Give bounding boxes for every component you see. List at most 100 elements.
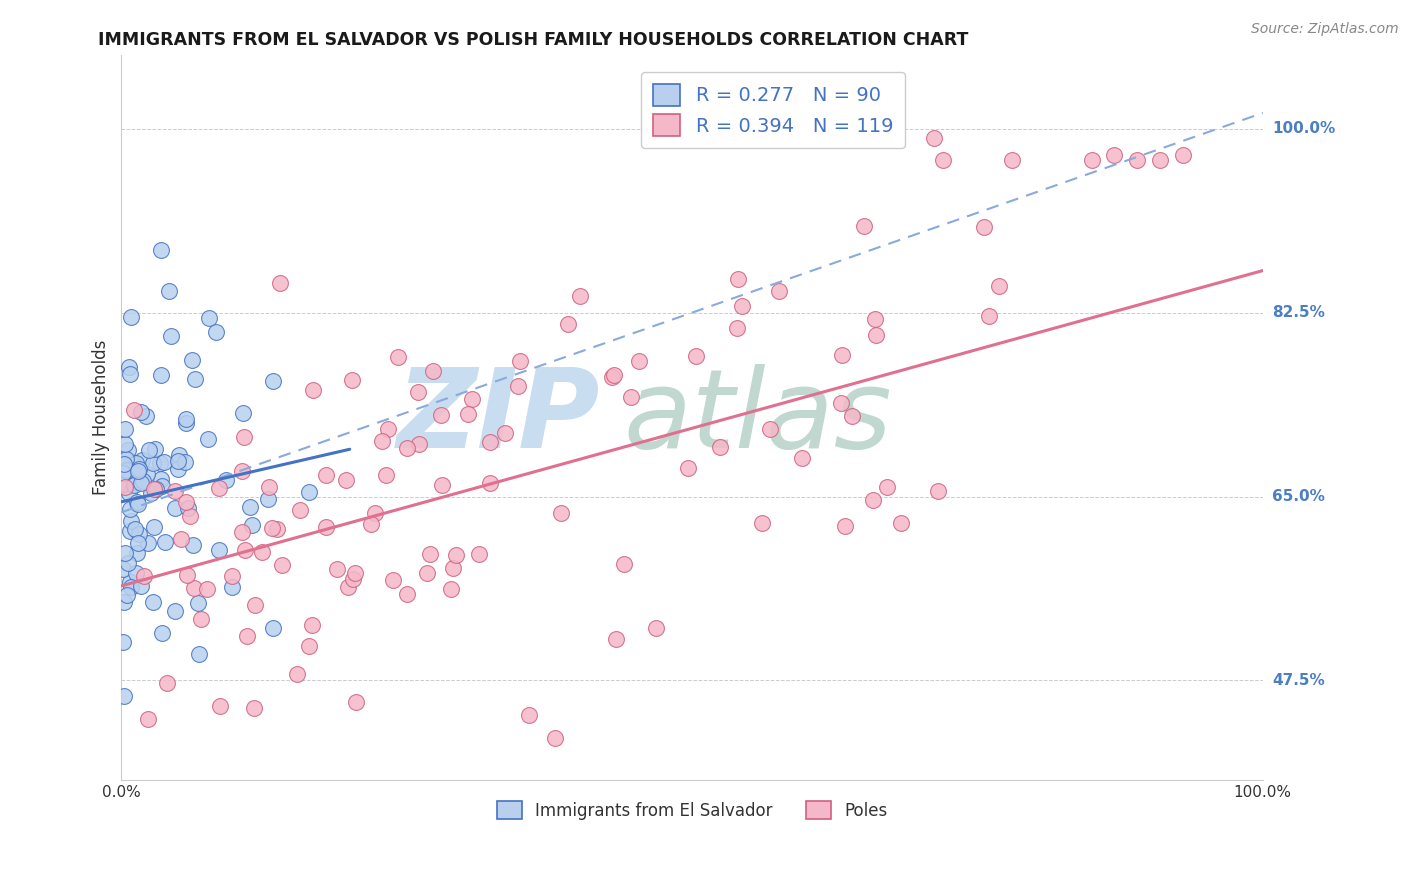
Point — [197, 310, 219, 325]
Point — [115, 451, 138, 466]
Point — [118, 501, 141, 516]
Point — [302, 383, 325, 397]
Point — [344, 695, 367, 709]
Point — [988, 278, 1011, 293]
Point — [922, 131, 945, 145]
Point — [122, 402, 145, 417]
Point — [157, 284, 180, 298]
Point — [271, 558, 294, 573]
Point — [195, 582, 218, 596]
Point — [430, 478, 453, 492]
Point — [360, 516, 382, 531]
Point — [132, 474, 155, 488]
Point — [396, 586, 419, 600]
Point — [509, 873, 531, 888]
Point — [374, 468, 396, 483]
Text: 82.5%: 82.5% — [1272, 305, 1324, 320]
Point — [709, 440, 731, 454]
Point — [150, 472, 173, 486]
Point — [127, 497, 149, 511]
Point — [260, 521, 283, 535]
Point — [112, 562, 135, 576]
Point — [124, 522, 146, 536]
Point — [298, 639, 321, 653]
Point — [118, 359, 141, 374]
Point — [135, 467, 157, 482]
Point — [180, 352, 202, 367]
Point — [233, 430, 256, 444]
Point — [221, 580, 243, 594]
Point — [973, 220, 995, 235]
Point — [444, 548, 467, 562]
Point — [167, 453, 190, 467]
Point — [150, 478, 173, 492]
Point — [120, 367, 142, 381]
Point — [114, 422, 136, 436]
Point — [1126, 153, 1149, 168]
Point — [240, 517, 263, 532]
Point — [550, 507, 572, 521]
Point — [288, 503, 311, 517]
Point — [862, 493, 884, 508]
Point — [544, 731, 567, 746]
Point — [149, 368, 172, 383]
Point — [163, 604, 186, 618]
Point — [187, 596, 209, 610]
Point — [131, 453, 153, 467]
Text: IMMIGRANTS FROM EL SALVADOR VS POLISH FAMILY HOUSEHOLDS CORRELATION CHART: IMMIGRANTS FROM EL SALVADOR VS POLISH FA… — [98, 31, 969, 49]
Point — [176, 568, 198, 582]
Point — [120, 575, 142, 590]
Point — [121, 455, 143, 469]
Point — [111, 467, 134, 481]
Point — [408, 385, 430, 400]
Point — [127, 495, 149, 509]
Point — [725, 320, 748, 334]
Point — [467, 547, 489, 561]
Point — [461, 392, 484, 406]
Point — [181, 538, 204, 552]
Point — [170, 533, 193, 547]
Text: Source: ZipAtlas.com: Source: ZipAtlas.com — [1251, 22, 1399, 37]
Point — [426, 816, 449, 830]
Point — [440, 582, 463, 596]
Point — [142, 482, 165, 496]
Point — [340, 373, 363, 387]
Point — [160, 329, 183, 343]
Point — [382, 573, 405, 587]
Point — [152, 455, 174, 469]
Point — [1080, 153, 1102, 168]
Point — [568, 288, 591, 302]
Point — [112, 595, 135, 609]
Point — [167, 462, 190, 476]
Point — [142, 456, 165, 470]
Point — [287, 666, 309, 681]
Point — [387, 350, 409, 364]
Point — [301, 617, 323, 632]
Point — [129, 476, 152, 491]
Point — [600, 369, 623, 384]
Point — [620, 390, 643, 404]
Point — [127, 535, 149, 549]
Point — [932, 153, 955, 168]
Point — [174, 417, 197, 431]
Point — [142, 595, 165, 609]
Point — [494, 426, 516, 441]
Point — [138, 712, 160, 726]
Point — [269, 276, 291, 290]
Point — [118, 486, 141, 500]
Point — [517, 707, 540, 722]
Point — [150, 243, 173, 257]
Point — [120, 580, 142, 594]
Point — [257, 480, 280, 494]
Point — [149, 456, 172, 470]
Point — [627, 353, 650, 368]
Point — [138, 443, 160, 458]
Point — [208, 481, 231, 495]
Point — [120, 310, 142, 325]
Point — [187, 647, 209, 661]
Point — [430, 409, 453, 423]
Point — [768, 285, 790, 299]
Point — [127, 546, 149, 560]
Point — [112, 463, 135, 477]
Point — [262, 621, 284, 635]
